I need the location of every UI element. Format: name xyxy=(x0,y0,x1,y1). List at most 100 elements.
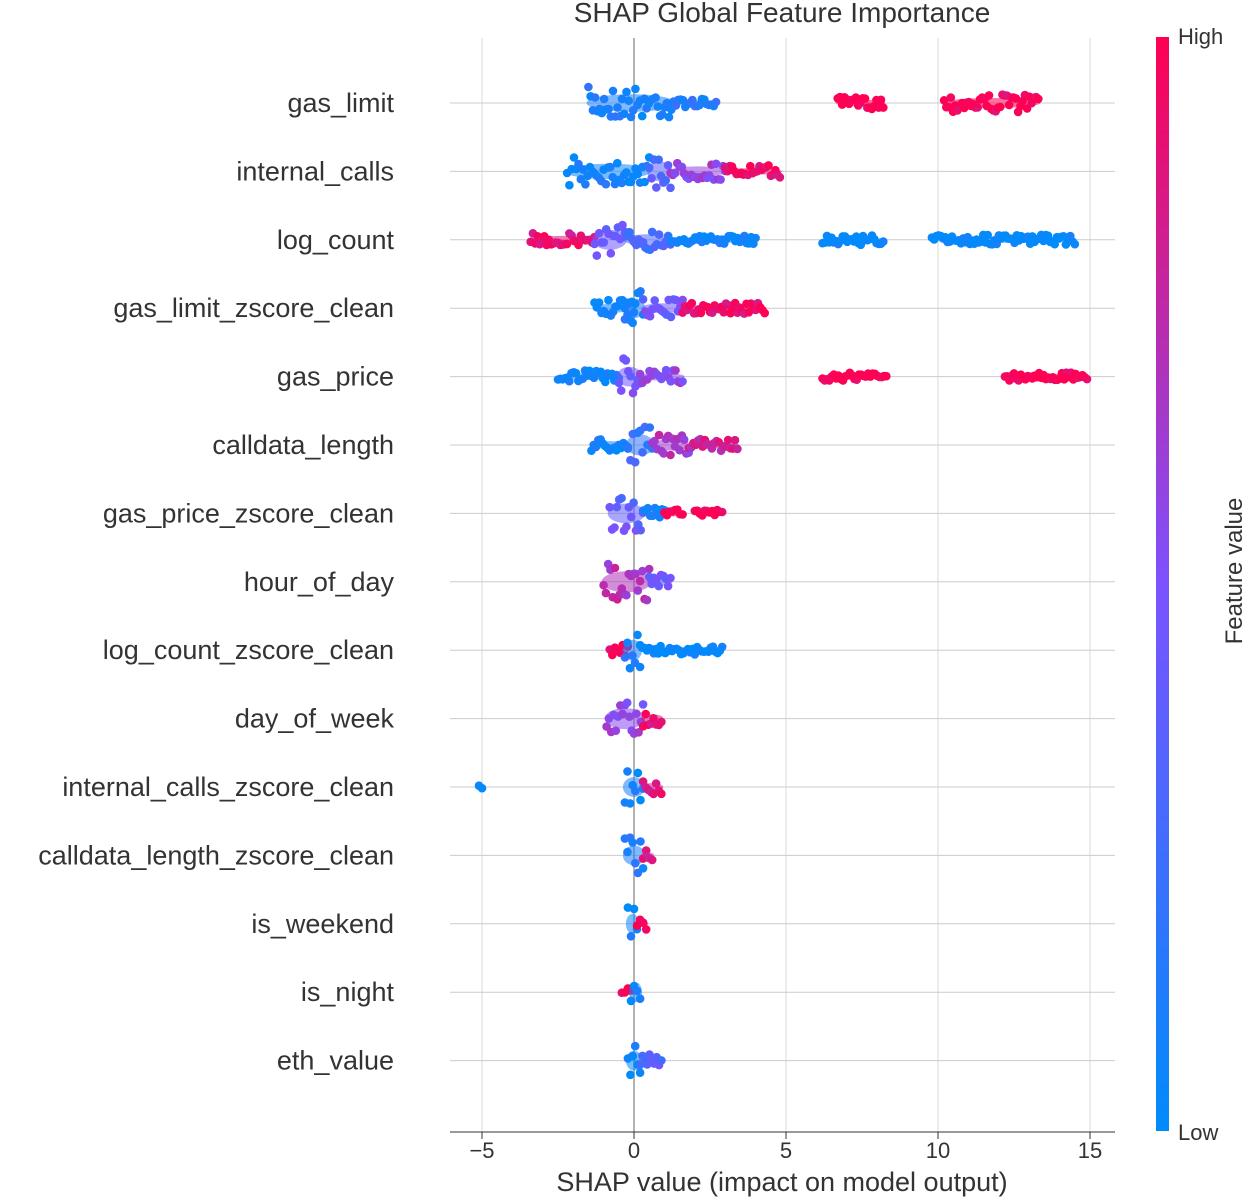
shap-point-core xyxy=(641,510,667,517)
shap-point xyxy=(633,768,643,778)
x-tick-label: −5 xyxy=(469,1138,494,1163)
shap-point xyxy=(671,366,680,375)
shap-point xyxy=(711,159,721,169)
shap-point xyxy=(604,295,613,305)
shap-point xyxy=(623,767,632,776)
feature-label: gas_limit xyxy=(287,88,394,118)
shap-point-core xyxy=(820,236,886,243)
shap-point xyxy=(631,84,640,94)
shap-point xyxy=(671,295,680,305)
shap-point xyxy=(621,356,631,365)
feature-point-cluster xyxy=(562,153,654,190)
feature-point-cluster xyxy=(605,493,648,535)
shap-point xyxy=(645,1050,654,1059)
x-tick-label: 15 xyxy=(1078,1138,1102,1163)
shap-point xyxy=(601,377,610,387)
shap-point xyxy=(601,179,611,189)
feature-point-cluster xyxy=(669,94,721,112)
feature-point-cluster xyxy=(599,559,654,605)
shap-point-core xyxy=(686,441,740,449)
shap-point-core xyxy=(942,98,1041,108)
feature-point-cluster xyxy=(632,915,651,934)
x-tick-label: 0 xyxy=(628,1138,640,1163)
shap-point xyxy=(629,904,639,914)
shap-point-core xyxy=(625,434,655,456)
shap-point xyxy=(650,296,659,305)
shap-point xyxy=(636,287,645,296)
shap-point-core xyxy=(647,161,673,182)
shap-point xyxy=(658,110,667,119)
shap-point-core xyxy=(650,439,691,451)
shap-point xyxy=(644,564,654,574)
shap-point xyxy=(666,450,675,460)
shap-point xyxy=(626,932,636,941)
shap-point-core xyxy=(604,708,646,730)
shap-point-core xyxy=(601,571,652,593)
shap-point xyxy=(606,249,616,258)
shap-point-core xyxy=(622,298,646,319)
shap-point xyxy=(601,588,611,598)
shap-point xyxy=(622,87,631,97)
feature-point-cluster xyxy=(818,368,891,385)
colorbar-low-label: Low xyxy=(1178,1120,1218,1145)
shap-point-core xyxy=(477,784,484,790)
shap-point xyxy=(569,153,579,162)
x-axis-label: SHAP value (impact on model output) xyxy=(556,1167,1007,1197)
shap-point xyxy=(584,82,593,92)
shap-point xyxy=(626,112,636,122)
feature-labels: gas_limit internal_calls log_count gas_limi… xyxy=(38,88,394,1076)
shap-point xyxy=(666,183,675,193)
shap-point xyxy=(678,377,687,386)
shap-point xyxy=(645,423,655,432)
shap-point-core xyxy=(641,783,664,791)
x-tick-label: 5 xyxy=(780,1138,792,1163)
shap-point xyxy=(622,522,631,531)
feature-label: internal_calls_zscore_clean xyxy=(62,772,394,802)
feature-point-cluster xyxy=(666,231,760,248)
shap-point-core xyxy=(592,229,627,250)
shap-point xyxy=(630,1041,640,1051)
shap-point xyxy=(638,864,648,873)
colorbar xyxy=(1156,37,1169,1131)
shap-point-core xyxy=(556,373,621,380)
shap-point xyxy=(635,662,645,672)
shap-point-core xyxy=(638,372,685,381)
shap-point-core xyxy=(622,234,673,246)
feature-label: calldata_length_zscore_clean xyxy=(38,840,394,870)
shap-point-core xyxy=(628,982,643,1003)
x-ticks: −5 0 5 10 15 xyxy=(469,1132,1102,1163)
shap-point-core xyxy=(565,163,652,180)
shap-point xyxy=(640,177,649,187)
feature-point-cluster xyxy=(635,365,687,388)
feature-label: is_night xyxy=(301,977,395,1007)
shap-point xyxy=(581,180,590,189)
feature-point-cluster xyxy=(638,295,687,322)
colorbar-label: Feature value xyxy=(1221,498,1248,645)
shap-point xyxy=(984,91,994,100)
shap-point xyxy=(618,220,627,230)
feature-point-cluster xyxy=(638,846,657,865)
feature-label: day_of_week xyxy=(235,704,395,734)
feature-point-cluster xyxy=(818,231,888,250)
shap-point xyxy=(635,1068,645,1077)
shap-point xyxy=(641,925,651,934)
feature-point-cluster xyxy=(684,434,742,456)
shap-point xyxy=(625,799,635,808)
shap-point xyxy=(610,523,619,532)
feature-point-cluster xyxy=(623,903,642,941)
shap-point-core xyxy=(589,441,630,449)
shap-point xyxy=(630,457,640,467)
shap-point xyxy=(628,838,637,847)
shap-point-core xyxy=(586,94,676,112)
shap-point xyxy=(638,295,648,304)
shap-point xyxy=(764,161,773,170)
shap-point-core xyxy=(641,852,655,859)
shap-point-core xyxy=(638,647,725,654)
shap-point-core xyxy=(1002,373,1089,380)
shap-point xyxy=(626,1070,635,1080)
shap-point xyxy=(654,430,664,440)
shap-point xyxy=(645,311,655,321)
shap-point xyxy=(661,365,671,375)
feature-point-cluster xyxy=(635,640,727,659)
shap-point xyxy=(652,183,661,192)
